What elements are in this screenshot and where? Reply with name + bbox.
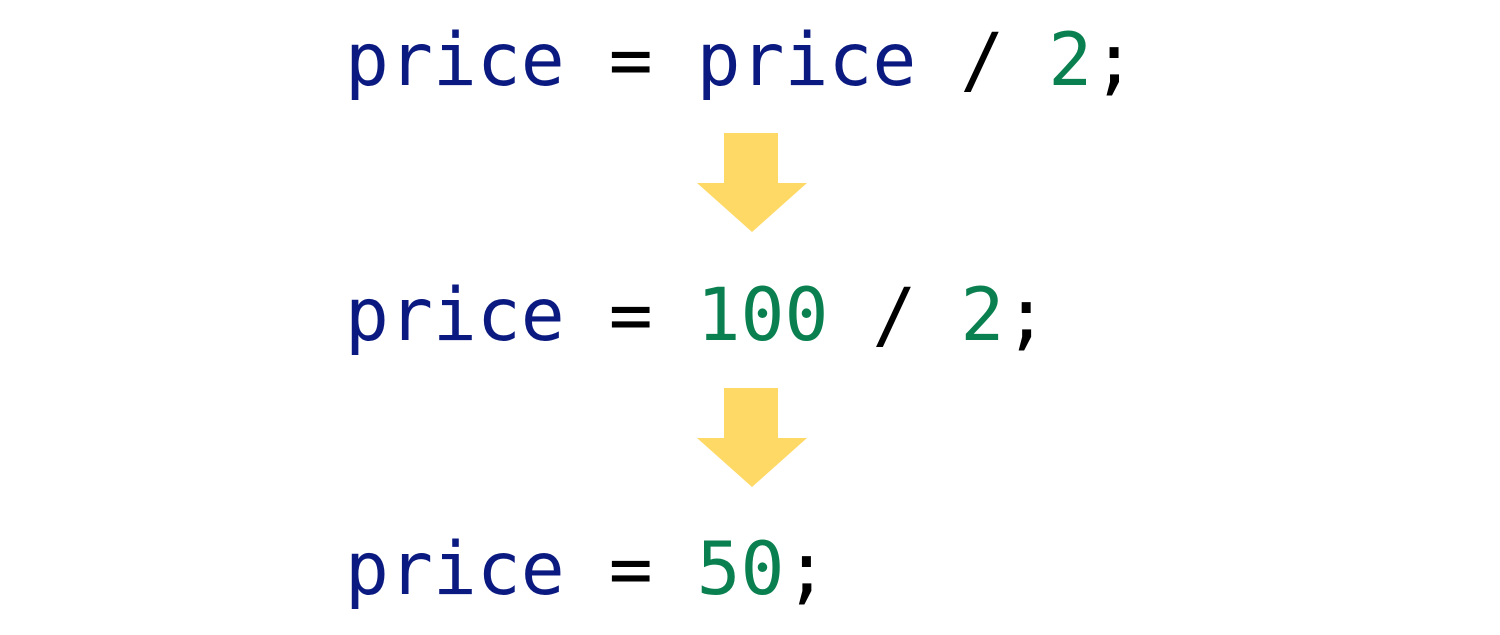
operator: = <box>564 18 697 103</box>
operator: = <box>564 273 697 358</box>
down-arrow-icon <box>697 388 807 487</box>
identifier: price <box>345 18 565 103</box>
code-line-result: price = 50; <box>345 533 828 606</box>
operator: / <box>828 273 961 358</box>
code-line-original: price = price / 2; <box>345 24 1136 97</box>
number-literal: 50 <box>696 527 785 612</box>
semicolon: ; <box>1004 273 1049 358</box>
number-literal: 2 <box>1048 18 1093 103</box>
operator: / <box>916 18 1049 103</box>
semicolon: ; <box>1092 18 1137 103</box>
identifier: price <box>345 527 565 612</box>
operator: = <box>564 527 697 612</box>
number-literal: 2 <box>960 273 1005 358</box>
down-arrow-icon <box>697 133 807 232</box>
semicolon: ; <box>784 527 829 612</box>
code-line-substituted: price = 100 / 2; <box>345 279 1048 352</box>
number-literal: 100 <box>696 273 829 358</box>
identifier: price <box>345 273 565 358</box>
identifier: price <box>696 18 917 103</box>
